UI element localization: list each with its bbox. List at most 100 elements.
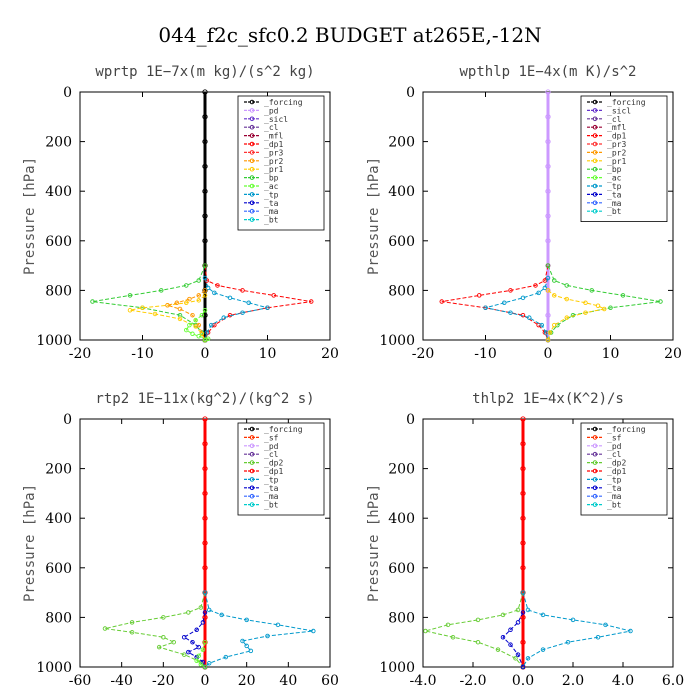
series-point [202,188,208,194]
legend-marker [249,426,255,432]
series-point [309,299,314,304]
y-tick-label: 0 [63,85,72,101]
legend-label: _ma [607,492,622,501]
series-point [219,612,224,618]
series-point [240,638,245,644]
y-axis-label: Pressure [hPa] [22,157,38,275]
series-point [198,605,204,610]
legend-label: _bt [607,207,622,216]
y-tick-label: 0 [63,412,72,428]
legend-label: _sf [607,433,622,442]
legend-label: _ma [264,492,279,501]
legend-label: _tp [607,475,622,484]
series-point [196,334,201,339]
series-point [520,465,526,472]
legend-label: _dp1 [607,132,626,141]
x-tick-label: 4.0 [612,673,634,689]
series-point [508,288,513,293]
panel-wprtp: wprtp 1E−7x(m kg)/(s^2 kg) Pressure [hPa… [22,64,339,362]
x-tick-label: 6.0 [662,673,684,689]
series-point [181,652,187,657]
series-line [204,277,268,341]
series-point [248,648,254,654]
legend-marker [249,502,255,507]
legend-label: _ta [264,199,279,208]
series-point [240,310,245,315]
y-tick-label: 1000 [36,660,72,676]
series-point [227,295,233,301]
y-tick-label: 0 [406,412,415,428]
series-point [202,441,208,447]
x-tick-label: 20 [238,673,256,689]
series-point [520,639,526,645]
series-point [520,565,526,571]
series-point [177,306,183,312]
legend-label: _ta [607,484,622,493]
legend-marker [249,99,255,105]
plot-frame [422,418,674,668]
series-point [545,89,551,95]
series-point [545,213,551,219]
legend-label: _tp [264,190,279,199]
legend-label: _pd [264,106,279,115]
series-point [608,305,613,311]
legend-label: _ma [607,199,622,208]
series-point [545,288,551,293]
legend-marker [249,468,255,474]
series-point [202,263,208,268]
series-point [527,315,532,320]
legend-label: _ma [264,207,279,216]
series-point [475,639,481,645]
series-point [186,610,191,615]
legend-label: _tp [607,182,622,191]
series-point [181,634,187,640]
legend-marker [249,150,255,155]
series-point [508,642,513,647]
series-point [202,163,208,170]
series-point [202,664,208,670]
series-point [186,649,191,655]
series-point [570,617,576,623]
series-point [475,617,481,623]
panel-title: thlp2 1E−4x(K^2)/s [472,391,624,407]
y-tick-label: 800 [388,283,415,299]
x-tick-label: 0.0 [512,673,534,689]
panel-title: wpthlp 1E−4x(m K)/s^2 [459,64,636,80]
series-line [183,612,206,668]
series-point [595,303,601,309]
series-point [564,296,570,302]
legend-marker [592,99,598,105]
legend-label: _cl [264,450,279,459]
series-line [129,295,206,341]
series-point [90,299,95,304]
y-tick-label: 1000 [379,660,415,676]
series-point [202,465,208,472]
legend-marker [249,443,255,449]
panel-thlp2: thlp2 1E−4x(K^2)/s Pressure [hPa] -4.0 -2… [366,391,684,689]
legend-label: _dp1 [264,467,283,476]
legend-marker [249,200,255,206]
series-point [190,312,195,318]
series-point [513,656,518,661]
series-point [545,188,551,194]
y-tick-label: 200 [388,462,415,478]
series-point [477,293,482,298]
series-point [202,639,208,645]
series-point [520,515,526,521]
series-line [204,265,312,341]
legend-label: _ac [264,182,279,191]
legend-marker [592,460,598,465]
legend-label: _pr3 [264,148,283,157]
series-point [196,278,201,283]
series-point [602,306,607,312]
x-tick-label: -60 [69,673,92,689]
legend-marker [592,150,598,155]
series-point [202,565,208,571]
legend-label: _ta [264,484,279,493]
legend-label: _bt [264,501,279,510]
series-line [485,277,549,341]
series-point [196,298,201,303]
series-point [215,283,220,288]
series-point [520,490,526,497]
legend-label: _mfl [607,123,626,132]
